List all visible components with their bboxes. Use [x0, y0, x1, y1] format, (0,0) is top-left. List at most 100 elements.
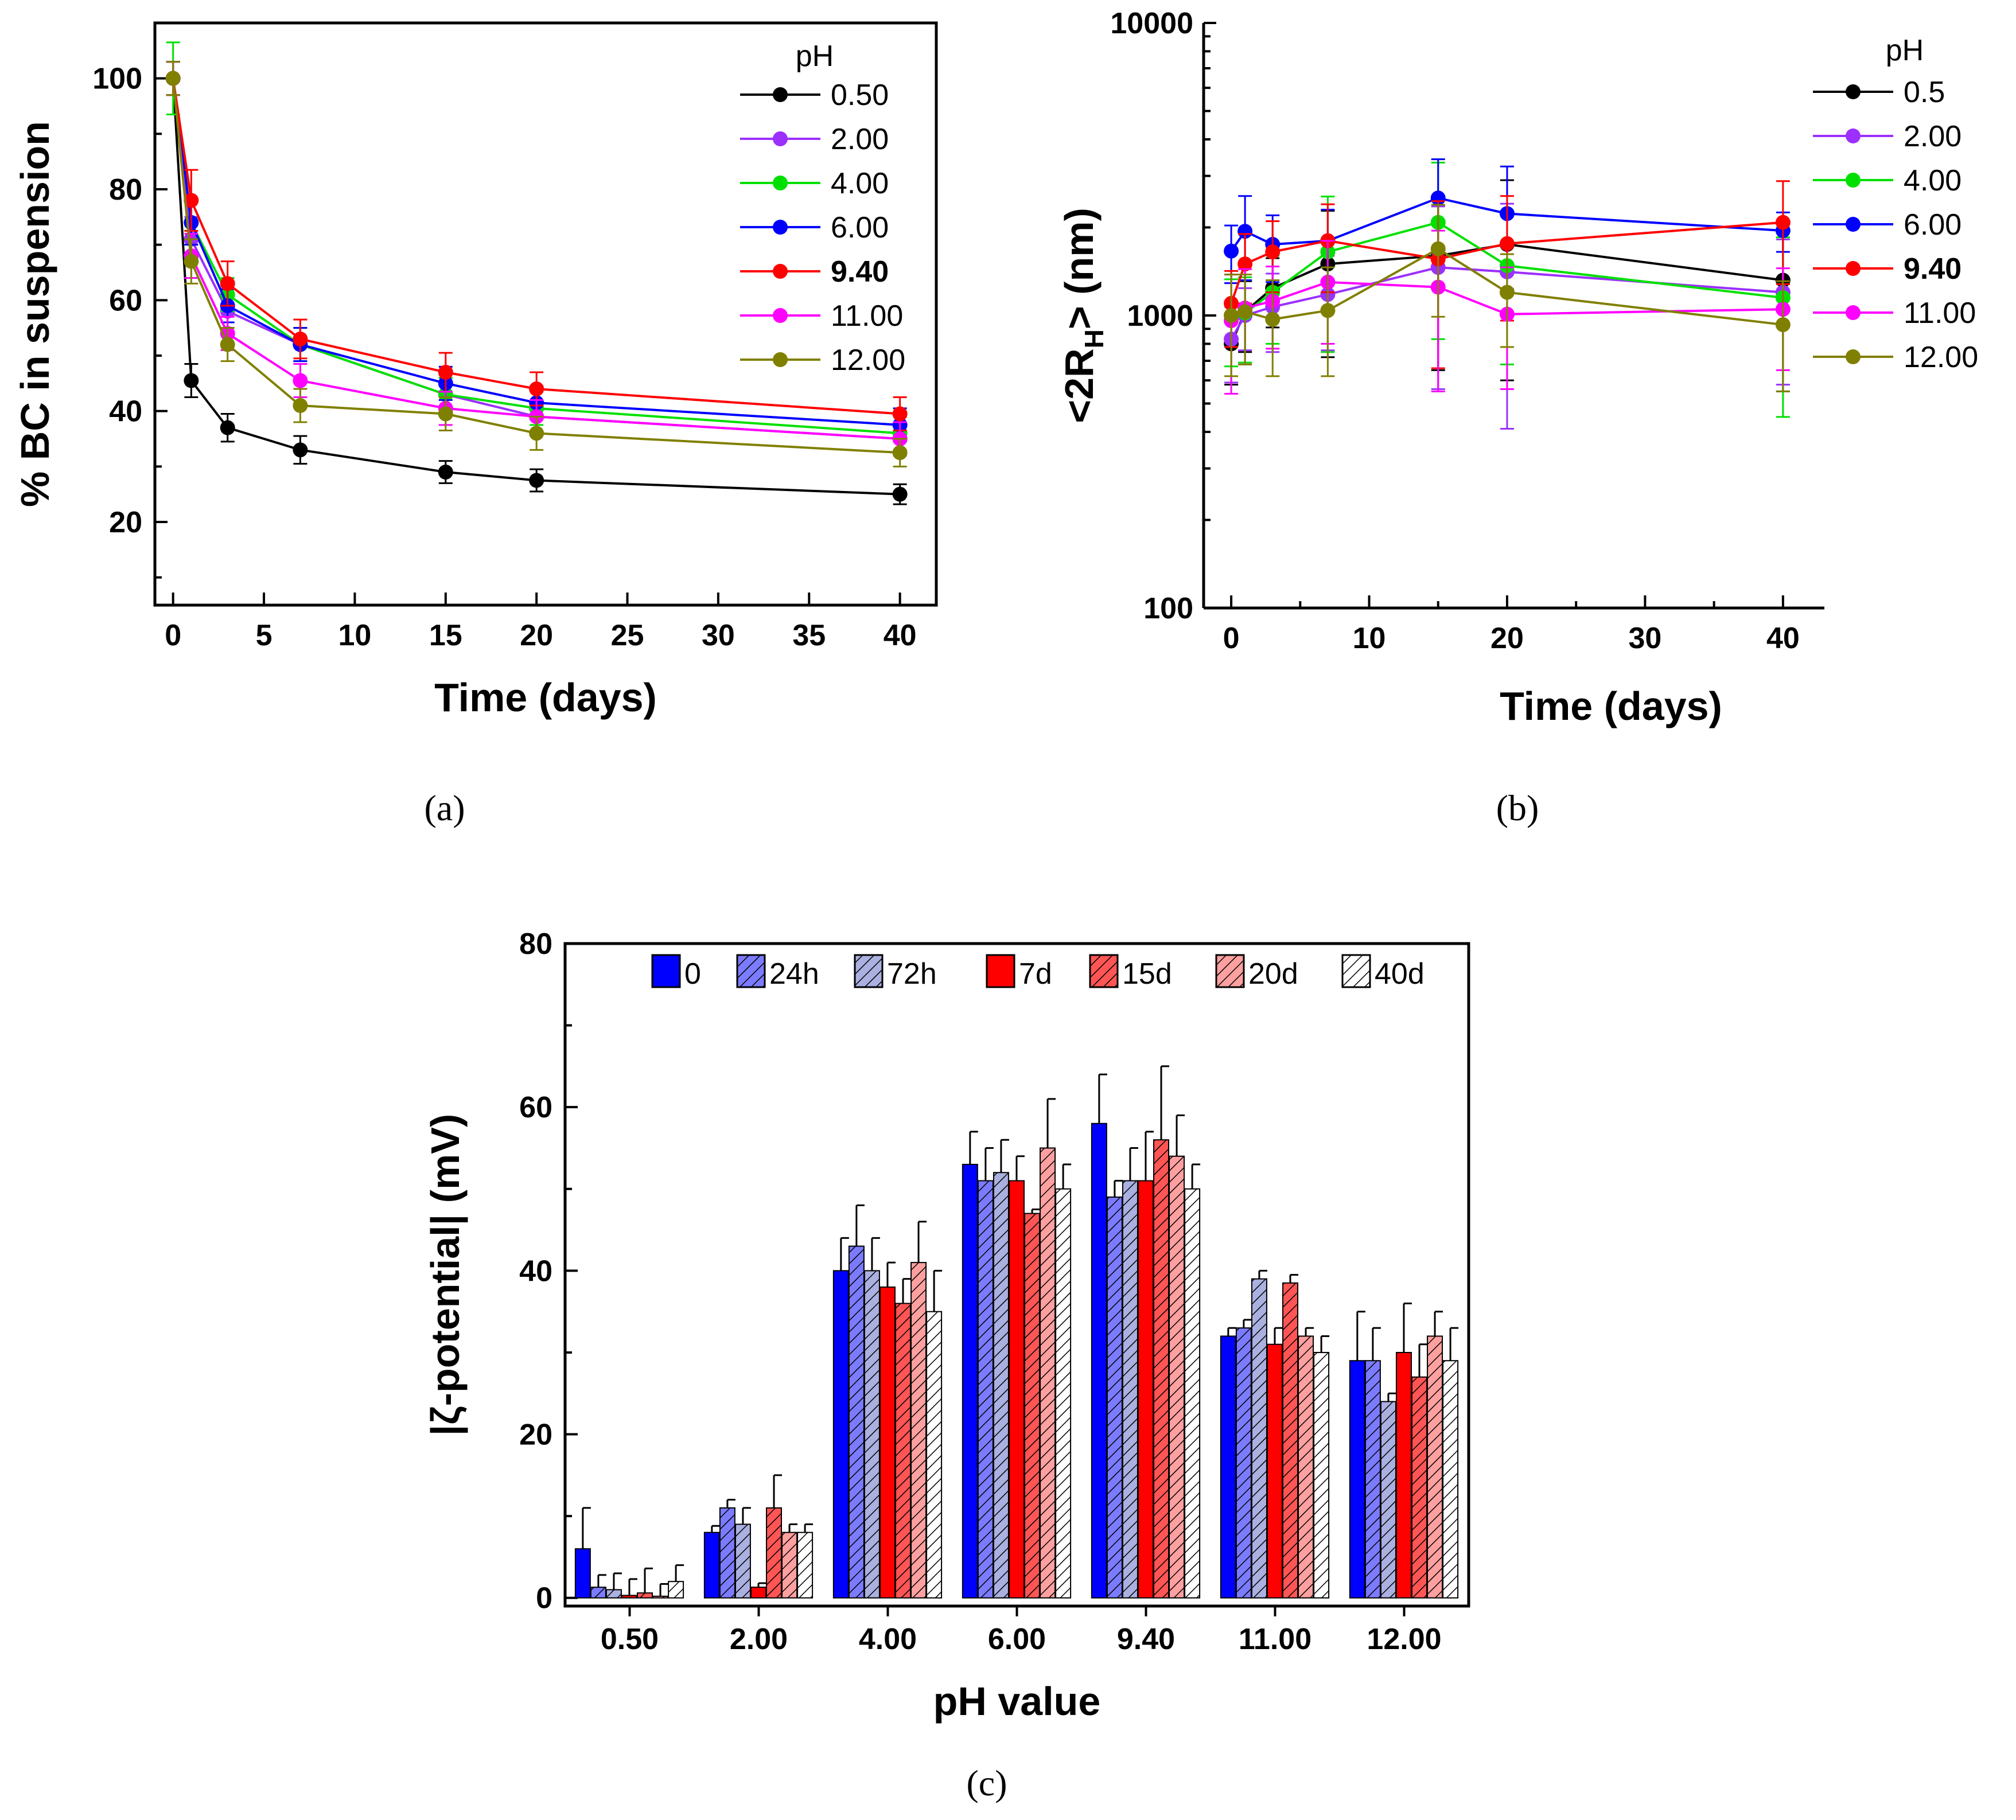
legend-label: 4.00 — [831, 167, 889, 200]
bar-0 — [574, 1548, 591, 1599]
legend-marker — [1846, 128, 1861, 143]
x-tick-label: 20 — [520, 619, 553, 652]
data-point-0.50 — [184, 373, 199, 388]
legend-label: 4.00 — [1904, 164, 1961, 197]
legend-marker — [1846, 261, 1861, 276]
x-tick-label: 0 — [165, 619, 181, 652]
legend-label: 24h — [769, 957, 819, 991]
legend-label: 0 — [684, 957, 701, 991]
legend-label: 2.00 — [1904, 120, 1961, 153]
legend-swatch-hatch — [855, 955, 882, 987]
data-point-6.00 — [1224, 243, 1239, 259]
legend-marker — [1846, 217, 1861, 232]
y-axis-title: <2RH> (nm) — [1057, 208, 1109, 423]
y-tick-label: 60 — [519, 1091, 552, 1124]
y-axis-title-suffix: > (nm) — [1057, 208, 1102, 329]
y-axis-title: % BC in suspension — [13, 121, 57, 507]
bar-hatch — [1365, 1361, 1380, 1598]
legend-label: 40d — [1375, 957, 1425, 991]
x-tick-label: 35 — [792, 619, 826, 652]
bar-0 — [962, 1164, 978, 1599]
bar-hatch — [864, 1271, 879, 1598]
data-point-0.50 — [529, 473, 544, 488]
panel-c: 0 20 40 60 80 0.50 2.00 4.00 6.00 9.40 11.00 12.00 p… — [423, 927, 1470, 1803]
y-tick-label: 40 — [109, 395, 142, 428]
bar-hatch — [606, 1589, 621, 1598]
legend-label: 11.00 — [831, 299, 903, 333]
y-axis-title: |ζ-potential| (mV) — [423, 1114, 468, 1436]
panel-caption: (c) — [966, 1763, 1007, 1803]
legend-swatch-hatch — [1342, 955, 1370, 987]
bar-hatch — [1122, 1180, 1138, 1598]
bar-hatch — [1025, 1213, 1040, 1598]
bar-hatch — [719, 1507, 735, 1598]
panel-b: 100 1000 10000 0 10 20 30 40 Time (days) <2RH> (n… — [1057, 7, 1978, 828]
y-tick-label: 100 — [92, 63, 142, 96]
legend-label: 11.00 — [1904, 297, 1976, 330]
x-tick-label: 30 — [702, 619, 735, 652]
x-tick-label: 12.00 — [1367, 1623, 1441, 1656]
y-tick-label: 10000 — [1110, 7, 1193, 40]
legend-title: pH — [796, 40, 834, 73]
bar-hatch — [1251, 1279, 1267, 1598]
bar-hatch — [1056, 1188, 1071, 1598]
y-tick-label: 80 — [519, 927, 552, 961]
bar-hatch — [766, 1507, 782, 1598]
x-tick-label: 2.00 — [730, 1623, 788, 1656]
bar-hatch — [637, 1593, 653, 1598]
plot-frame — [153, 21, 938, 607]
data-point-6.00 — [1237, 224, 1253, 239]
bar-hatch — [1314, 1352, 1329, 1598]
legend-marker — [773, 176, 788, 190]
bar-7d — [1008, 1180, 1025, 1599]
bar-hatch — [782, 1532, 797, 1598]
legend-marker — [773, 352, 788, 367]
bar-hatch — [735, 1524, 750, 1598]
legend-marker — [1846, 349, 1861, 364]
legend-label: 2.00 — [831, 123, 889, 156]
legend-marker — [773, 220, 788, 235]
x-tick-label: 40 — [884, 619, 917, 652]
legend-label: 0.50 — [831, 79, 889, 112]
x-tick-label: 5 — [256, 619, 273, 652]
data-point-9.40 — [184, 193, 199, 208]
legend-marker — [1846, 173, 1861, 188]
x-tick-label: 10 — [1353, 622, 1386, 655]
data-point-0.50 — [892, 486, 908, 502]
y-tick-label: 100 — [1143, 592, 1193, 625]
bar-0 — [703, 1531, 720, 1599]
panel-caption: (a) — [424, 788, 465, 828]
y-tick-label: 60 — [109, 284, 142, 317]
data-point-9.40 — [293, 332, 308, 346]
x-axis-title: Time (days) — [1500, 684, 1722, 728]
bar-hatch — [1040, 1148, 1056, 1598]
data-point-12.00 — [892, 445, 908, 461]
legend-marker — [773, 264, 788, 279]
data-point-11.00 — [293, 373, 308, 388]
data-point-0.50 — [293, 442, 308, 458]
x-tick-label: 20 — [1490, 622, 1524, 655]
series-line-9.40 — [172, 78, 900, 415]
bar-0 — [1349, 1360, 1365, 1599]
x-tick-label: 4.00 — [859, 1623, 917, 1656]
panel-caption: (b) — [1496, 788, 1539, 828]
bar-hatch — [590, 1587, 606, 1598]
x-tick-label: 6.00 — [988, 1623, 1046, 1656]
bar-hatch — [1185, 1188, 1200, 1598]
x-axis-title: pH value — [933, 1679, 1101, 1724]
legend-label: 15d — [1122, 957, 1172, 991]
panel-a: 20 40 60 80 100 0 5 10 15 20 25 30 35 40 Time (days) % … — [13, 21, 938, 828]
legend-label: 6.00 — [831, 211, 889, 244]
bar-0 — [1091, 1123, 1107, 1599]
data-point-9.40 — [438, 365, 453, 380]
data-point-9.40 — [1265, 244, 1281, 260]
data-point-12.00 — [1320, 303, 1336, 318]
bar-hatch — [653, 1596, 668, 1598]
data-point-12.00 — [529, 426, 544, 441]
bar-hatch — [1236, 1328, 1251, 1598]
legend-label: 9.40 — [831, 255, 889, 289]
y-axis-title-prefix: <2R — [1057, 348, 1102, 423]
data-point-12.00 — [184, 254, 199, 269]
bar-0 — [832, 1270, 849, 1599]
data-point-9.40 — [1237, 256, 1253, 272]
